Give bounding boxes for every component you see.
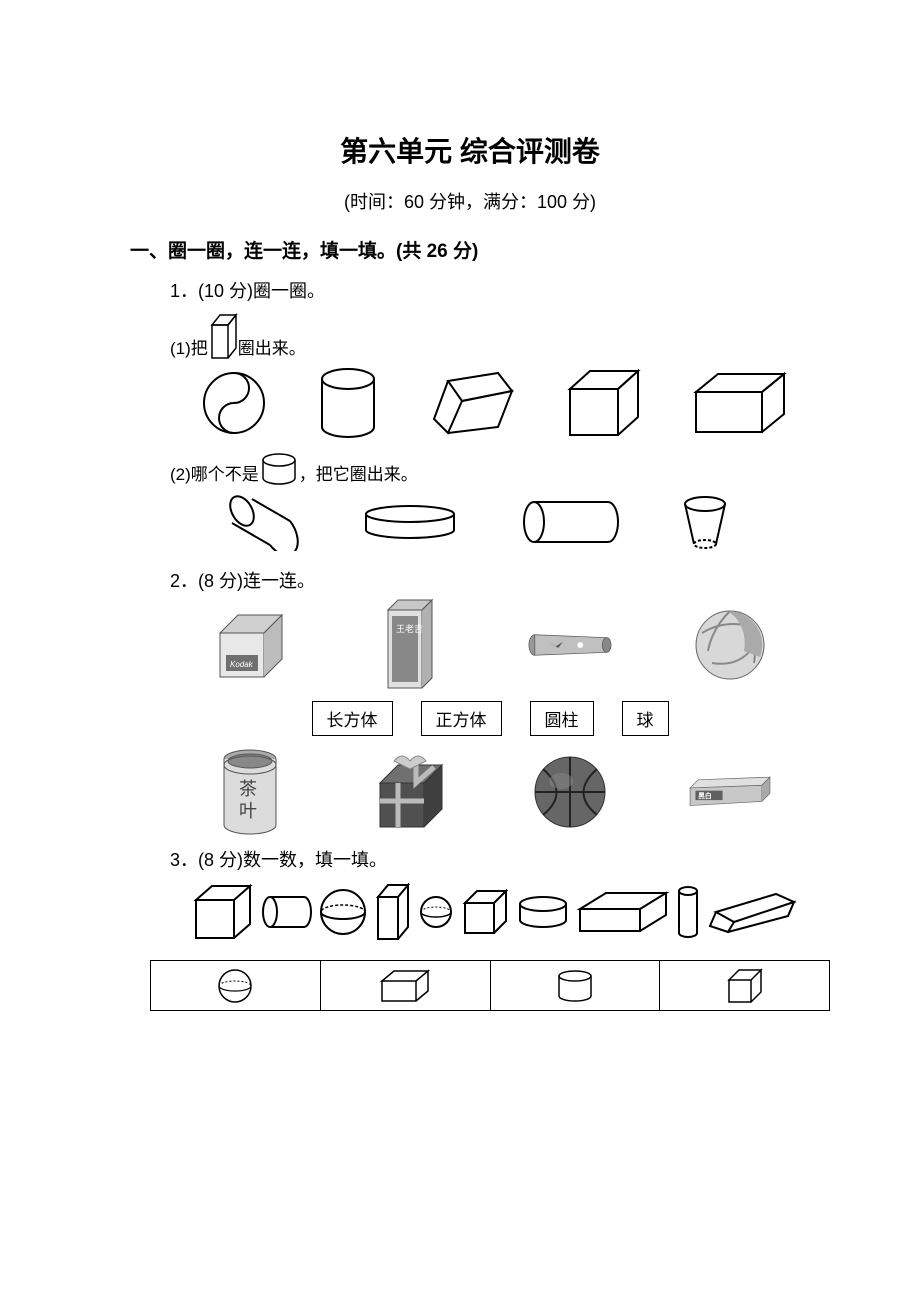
q1-label: 1．(10 分)圈一圈。 bbox=[170, 277, 810, 303]
q2-label-text: 2．(8 分)连一连。 bbox=[170, 567, 315, 593]
section-1-header: 一、圈一圈，连一连，填一填。(共 26 分) bbox=[130, 236, 810, 263]
cuboid-wide-icon bbox=[690, 370, 790, 436]
kodak-box-icon: Kodak bbox=[206, 607, 294, 683]
q1-sub2-prefix: (2)哪个不是 bbox=[170, 460, 259, 485]
q2-labels-row: 长方体 正方体 圆柱 球 bbox=[170, 701, 810, 736]
question-2: 2．(8 分)连一连。 Kodak 王老吉 bbox=[170, 567, 810, 830]
shuttlecock-tube-icon bbox=[526, 607, 614, 683]
page-title: 第六单元 综合评测卷 bbox=[130, 130, 810, 170]
q3-cube-icon bbox=[190, 882, 254, 942]
th-cuboid-icon bbox=[320, 961, 490, 1011]
th-cube-icon bbox=[660, 961, 830, 1011]
cube-icon bbox=[562, 367, 644, 439]
toothpaste-box-icon: 黑白 bbox=[686, 754, 774, 830]
q3-cylinder-side-icon bbox=[260, 892, 312, 932]
q1-sub2-shapes-row bbox=[220, 493, 810, 551]
q3-cube-small-icon bbox=[460, 888, 510, 936]
q3-label-text: 3．(8 分)数一数，填一填。 bbox=[170, 846, 387, 872]
label-cube: 正方体 bbox=[421, 701, 502, 736]
q2-label: 2．(8 分)连一连。 bbox=[170, 567, 810, 593]
cylinder-side-icon bbox=[520, 497, 620, 547]
svg-text:叶: 叶 bbox=[239, 801, 257, 821]
question-3: 3．(8 分)数一数，填一填。 bbox=[170, 846, 810, 1011]
cylinder-oblique-icon bbox=[220, 493, 300, 551]
svg-text:王老吉: 王老吉 bbox=[396, 623, 423, 634]
q3-label: 3．(8 分)数一数，填一填。 bbox=[170, 846, 810, 872]
cylinder-flat-icon bbox=[360, 504, 460, 540]
gift-box-icon bbox=[366, 754, 454, 830]
table-row bbox=[151, 961, 830, 1011]
q3-cylinder-flat-small-icon bbox=[516, 895, 570, 929]
q1-sub1-prefix: (1)把 bbox=[170, 334, 208, 359]
q2-top-row: Kodak 王老吉 bbox=[170, 607, 810, 683]
th-sphere-icon bbox=[151, 961, 321, 1011]
q3-cuboid-tall-icon bbox=[374, 883, 412, 941]
label-cylinder: 圆柱 bbox=[530, 701, 594, 736]
drink-carton-icon: 王老吉 bbox=[366, 607, 454, 683]
q1-sub1: (1)把 圈出来。 bbox=[170, 313, 810, 439]
svg-text:Kodak: Kodak bbox=[230, 660, 254, 669]
question-1: 1．(10 分)圈一圈。 (1)把 圈出来。 bbox=[170, 277, 810, 551]
q1-sub1-shapes-row bbox=[200, 367, 810, 439]
cylinder-icon bbox=[314, 367, 382, 439]
svg-text:黑白: 黑白 bbox=[698, 791, 712, 800]
q1-label-text: 1．(10 分)圈一圈。 bbox=[170, 277, 325, 303]
q1-sub2-label: (2)哪个不是 ，把它圈出来。 bbox=[170, 453, 810, 485]
q1-sub1-label: (1)把 圈出来。 bbox=[170, 313, 810, 359]
q3-count-table bbox=[150, 960, 830, 1011]
cylinder-short-icon bbox=[259, 453, 299, 485]
q3-cuboid-long-oblique-icon bbox=[706, 890, 800, 934]
basketball-icon bbox=[526, 754, 614, 830]
volleyball-icon bbox=[686, 607, 774, 683]
svg-text:茶: 茶 bbox=[239, 779, 257, 799]
page-subtitle: (时间：60 分钟，满分：100 分) bbox=[130, 188, 810, 214]
q3-cylinder-thin-icon bbox=[676, 885, 700, 939]
q1-sub2: (2)哪个不是 ，把它圈出来。 bbox=[170, 453, 810, 551]
q2-bottom-row: 茶 叶 bbox=[170, 754, 810, 830]
q3-sphere-split-icon bbox=[318, 887, 368, 937]
q3-shapes-row bbox=[190, 882, 810, 942]
q3-cuboid-flat-icon bbox=[576, 891, 670, 933]
label-sphere: 球 bbox=[622, 701, 669, 736]
q3-sphere-small-icon bbox=[418, 894, 454, 930]
q1-sub2-mid: ，把它圈出来。 bbox=[299, 460, 418, 485]
th-cylinder-icon bbox=[490, 961, 660, 1011]
cuboid-tall-icon bbox=[208, 313, 238, 359]
q1-sub1-suffix: 圈出来。 bbox=[238, 334, 306, 359]
cuboid-oblique-icon bbox=[428, 371, 516, 435]
cone-cup-icon bbox=[680, 494, 730, 550]
tea-canister-icon: 茶 叶 bbox=[206, 754, 294, 830]
label-cuboid: 长方体 bbox=[312, 701, 393, 736]
sphere-yinyang-icon bbox=[200, 369, 268, 437]
